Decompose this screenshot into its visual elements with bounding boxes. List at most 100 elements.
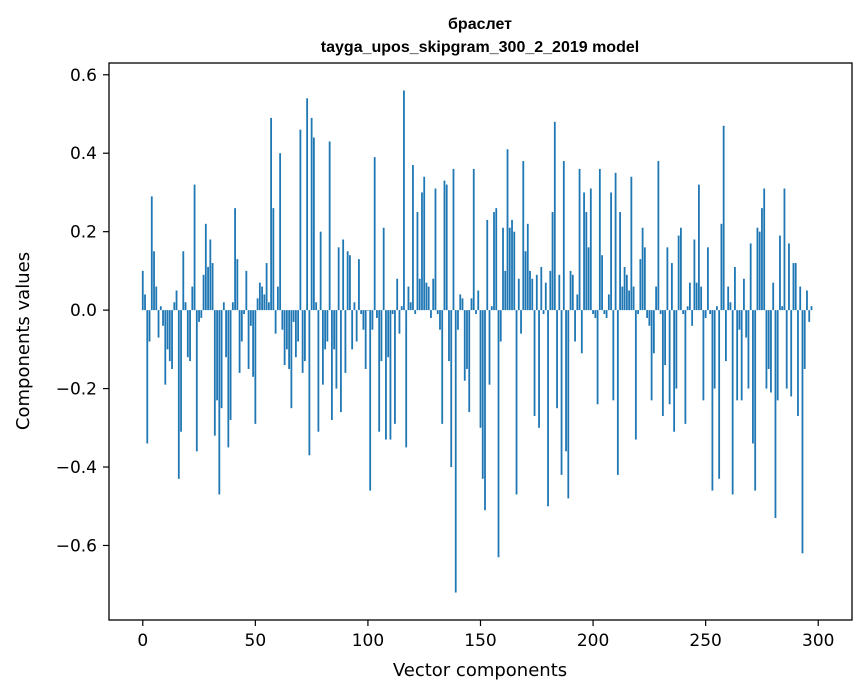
bar-130 <box>434 188 437 311</box>
bar-50 <box>254 310 257 424</box>
bar-161 <box>504 270 507 311</box>
bar-182 <box>551 212 554 311</box>
bar-162 <box>506 149 509 311</box>
bar-239 <box>679 227 682 311</box>
bar-108 <box>385 310 387 440</box>
bar-208 <box>610 192 612 311</box>
bar-231 <box>661 310 664 417</box>
bar-285 <box>783 188 786 311</box>
bar-248 <box>700 286 703 311</box>
bar-212 <box>619 212 621 311</box>
bar-209 <box>612 310 615 401</box>
bar-188 <box>565 310 567 452</box>
bar-133 <box>441 310 444 424</box>
bar-3 <box>148 310 151 342</box>
bar-48 <box>249 310 252 326</box>
bar-63 <box>283 310 286 366</box>
x-axis-ticks: 0 50 100 150 200 250 300 <box>137 620 834 651</box>
bar-89 <box>342 239 345 311</box>
bar-176 <box>538 310 540 428</box>
y-tick-label: 0.6 <box>70 66 97 86</box>
bar-171 <box>526 223 529 311</box>
bar-240 <box>682 310 685 315</box>
bar-4 <box>150 196 153 311</box>
bar-95 <box>355 310 358 342</box>
bar-60 <box>276 286 279 311</box>
bar-173 <box>531 278 534 311</box>
bar-28 <box>204 223 207 311</box>
bar-99 <box>364 310 367 369</box>
bar-66 <box>290 310 293 409</box>
bar-238 <box>677 235 680 311</box>
bar-101 <box>369 310 372 491</box>
bar-137 <box>450 310 453 468</box>
bar-81 <box>324 310 327 350</box>
bar-225 <box>648 310 651 326</box>
bar-190 <box>569 270 572 311</box>
x-tick-label: 100 <box>352 631 384 651</box>
bar-269 <box>747 310 750 389</box>
bar-253 <box>711 310 714 491</box>
bar-268 <box>745 310 748 338</box>
bar-295 <box>806 290 808 311</box>
bar-74 <box>308 310 311 456</box>
bar-204 <box>601 255 603 311</box>
bar-56 <box>267 302 270 311</box>
x-tick-label: 300 <box>802 631 834 651</box>
bar-249 <box>702 310 705 401</box>
bar-71 <box>301 310 304 373</box>
bar-170 <box>524 251 527 311</box>
bar-219 <box>634 310 637 440</box>
bar-159 <box>499 310 502 342</box>
bar-267 <box>743 278 745 311</box>
bar-194 <box>578 168 581 311</box>
bar-233 <box>666 247 669 311</box>
bar-201 <box>594 310 597 318</box>
bar-151 <box>481 310 484 479</box>
bar-80 <box>321 310 324 385</box>
y-tick-label: 0.0 <box>70 301 97 321</box>
bar-52 <box>258 282 261 311</box>
bar-163 <box>508 227 511 311</box>
bar-142 <box>461 298 464 311</box>
bar-179 <box>544 282 547 311</box>
bar-35 <box>220 310 223 409</box>
bar-292 <box>799 286 802 311</box>
bar-150 <box>479 310 482 428</box>
bar-186 <box>560 310 563 475</box>
bar-134 <box>443 180 446 311</box>
bar-284 <box>781 306 784 311</box>
bar-141 <box>459 294 462 311</box>
bar-191 <box>571 274 574 311</box>
bar-57 <box>270 117 273 311</box>
bar-136 <box>448 310 450 362</box>
bar-62 <box>281 310 284 330</box>
bar-256 <box>718 310 721 479</box>
bar-119 <box>409 302 412 311</box>
bar-278 <box>767 310 770 369</box>
bar-19 <box>184 302 187 311</box>
bar-146 <box>470 298 473 311</box>
bar-143 <box>463 310 466 381</box>
y-tick-label: −0.4 <box>56 458 97 478</box>
bar-109 <box>387 310 390 358</box>
bar-37 <box>225 310 227 358</box>
bar-296 <box>808 310 811 322</box>
bar-164 <box>511 219 513 311</box>
bar-279 <box>770 310 772 393</box>
bar-22 <box>191 286 194 311</box>
bar-235 <box>670 263 673 311</box>
bar-15 <box>175 290 178 311</box>
bar-206 <box>605 310 608 318</box>
bar-273 <box>756 227 759 311</box>
bar-276 <box>763 188 766 311</box>
bar-94 <box>353 302 356 311</box>
bar-127 <box>427 286 430 311</box>
bar-113 <box>396 278 399 311</box>
bar-33 <box>216 310 218 401</box>
bar-275 <box>761 208 763 311</box>
bar-217 <box>630 176 633 311</box>
bar-193 <box>576 294 579 311</box>
bar-230 <box>659 310 662 315</box>
bar-44 <box>240 310 243 342</box>
